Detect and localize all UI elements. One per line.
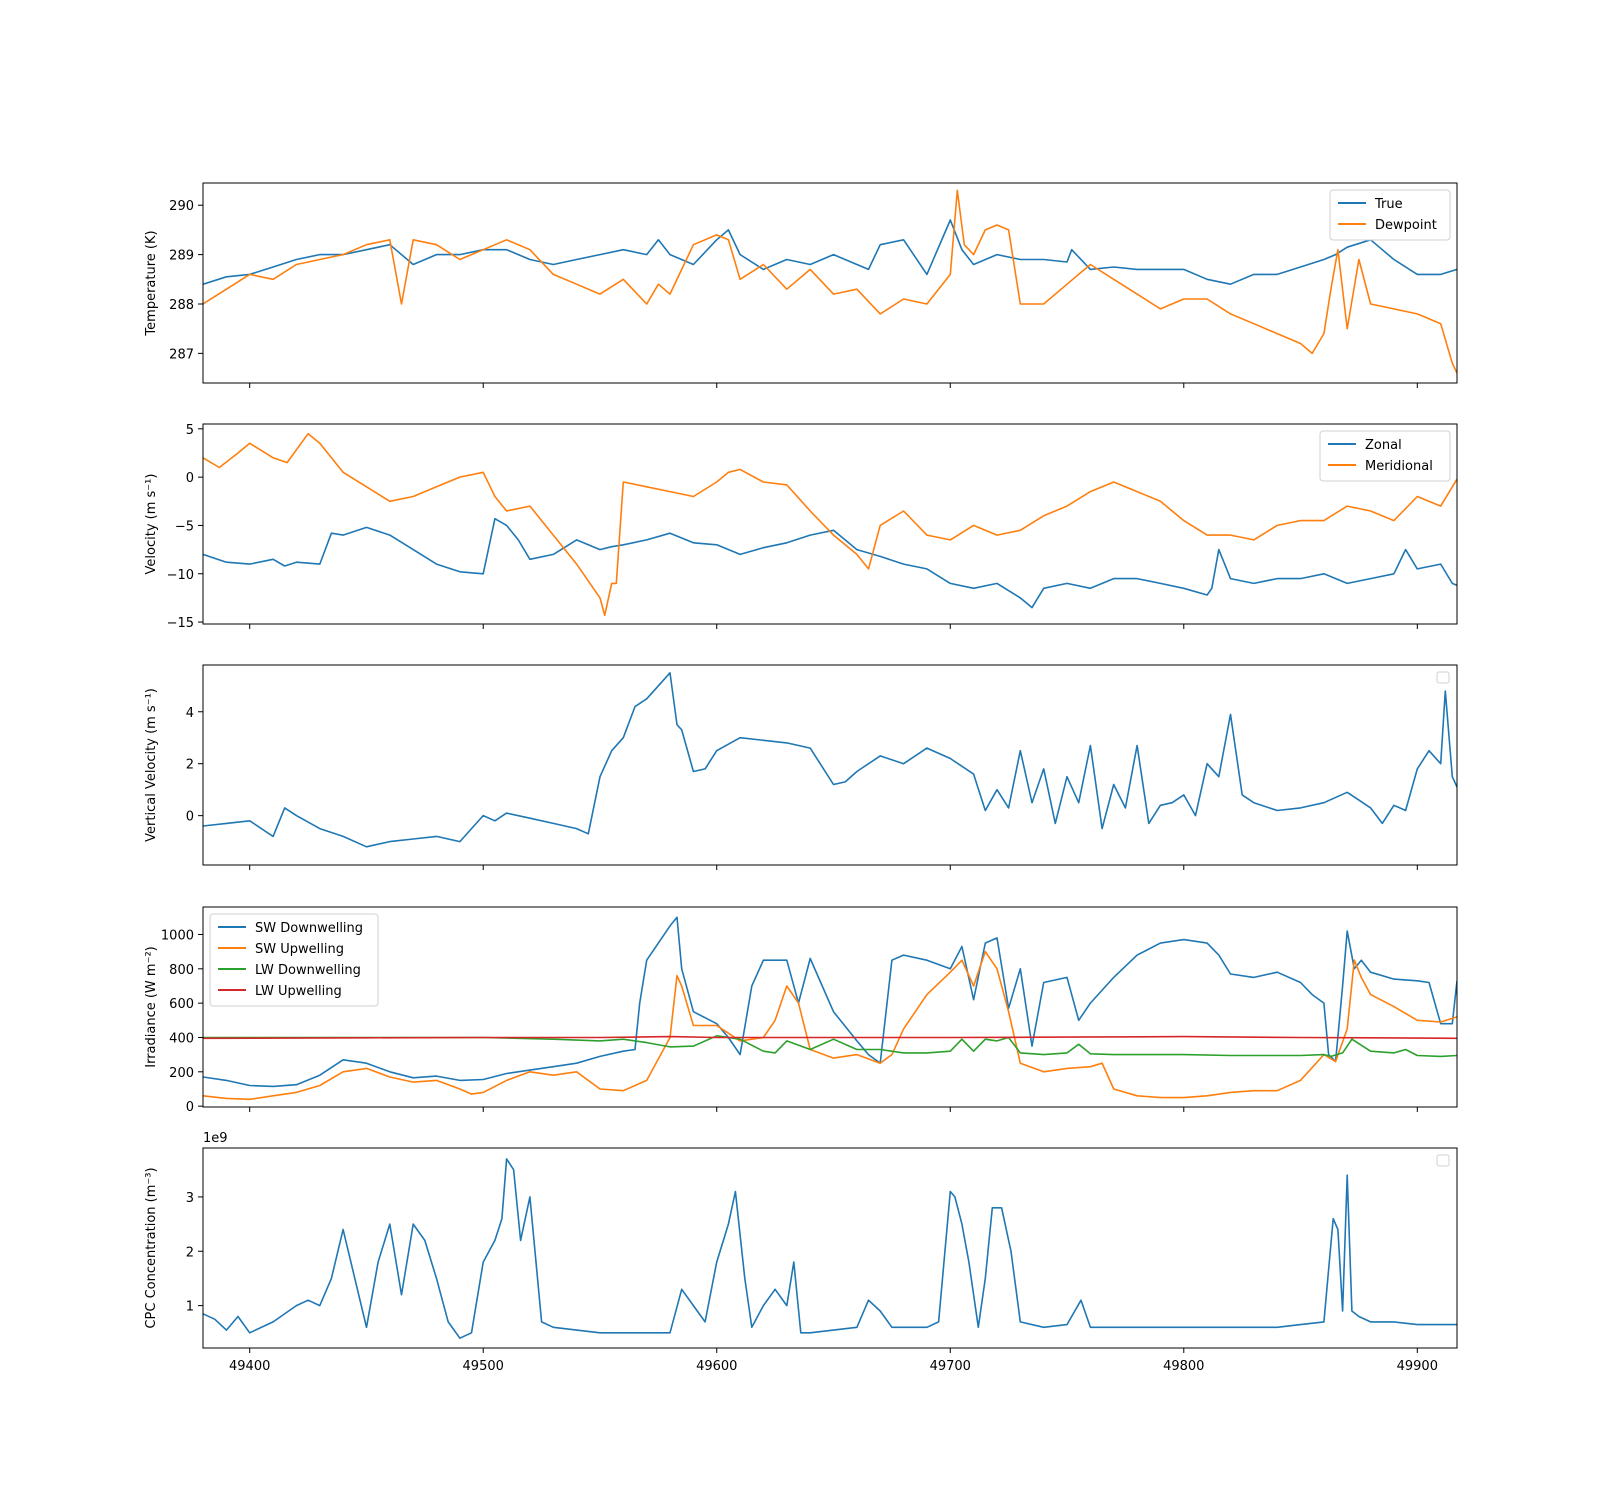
y-axis-label: CPC Concentration (m⁻³) — [144, 1167, 159, 1328]
legend-box — [209, 913, 379, 1007]
y-tick-label: 200 — [169, 1066, 194, 1081]
offset-text: 1e9 — [203, 1131, 228, 1146]
legend-box-empty — [1436, 1154, 1450, 1167]
series-line-zonal — [203, 517, 1457, 609]
y-tick-label: 2 — [186, 758, 194, 773]
x-tick-label: 49500 — [463, 1359, 504, 1374]
x-tick-label: 49400 — [229, 1359, 270, 1374]
y-tick-label: 2 — [186, 1245, 194, 1260]
legend-label: LW Upwelling — [255, 984, 342, 999]
y-axis-label: Irradiance (W m⁻²) — [144, 946, 159, 1067]
legend-label: Meridional — [1365, 459, 1433, 474]
subplot-2: −15 −10 −5 0 5 Velocity (m s⁻¹) Zonal Meridiona… — [144, 423, 1458, 631]
y-tick-label: 3 — [186, 1191, 194, 1206]
series-line-lw-downwelling — [203, 1035, 1457, 1058]
axes-frame — [202, 1147, 1458, 1349]
y-tick-label: 287 — [169, 347, 194, 362]
legend: True Dewpoint — [1329, 189, 1451, 241]
series-line-sw-upwelling — [203, 950, 1457, 1101]
series-line-meridional — [203, 432, 1457, 617]
y-tick-label: 600 — [169, 997, 194, 1012]
y-tick-label: 290 — [169, 199, 194, 214]
axes-frame — [202, 664, 1458, 866]
y-tick-label: 289 — [169, 249, 194, 264]
y-tick-label: 0 — [186, 1100, 194, 1115]
subplot-3: 0 2 4 Vertical Velocity (m s⁻¹) — [144, 664, 1458, 870]
subplot-1: 287 288 289 290 Temperature (K) True Dewpoint — [144, 182, 1458, 388]
y-tick-label: −15 — [167, 616, 194, 631]
y-axis-label: Velocity (m s⁻¹) — [144, 474, 159, 575]
y-tick-label: 288 — [169, 298, 194, 313]
subplot-5: 1 2 3 49400 49500 49600 49700 49800 49900 CPC Con… — [144, 1131, 1458, 1374]
x-tick-label: 49700 — [930, 1359, 971, 1374]
y-tick-label: 4 — [186, 706, 194, 721]
y-tick-label: −5 — [175, 519, 194, 534]
series-line-lw-upwelling — [203, 1035, 1457, 1040]
series-line-sw-downwelling — [203, 916, 1457, 1088]
legend: SW Downwelling SW Upwelling LW Downwelling… — [209, 913, 379, 1007]
legend-box-empty — [1436, 671, 1450, 684]
legend: Zonal Meridional — [1319, 430, 1451, 482]
axes-frame — [202, 182, 1458, 384]
y-tick-label: 0 — [186, 471, 194, 486]
x-tick-label: 49900 — [1397, 1359, 1438, 1374]
x-tick-label: 49600 — [696, 1359, 737, 1374]
axes-frame — [202, 423, 1458, 625]
y-tick-label: 5 — [186, 423, 194, 438]
series-line-data — [203, 1158, 1457, 1339]
y-tick-label: 0 — [186, 810, 194, 825]
legend-label: SW Downwelling — [255, 921, 363, 936]
x-tick-label: 49800 — [1163, 1359, 1204, 1374]
legend-label: LW Downwelling — [255, 963, 361, 978]
axes-frame — [202, 906, 1458, 1108]
legend-label: Dewpoint — [1375, 218, 1437, 233]
y-tick-label: −10 — [167, 568, 194, 583]
series-line-dewpoint — [203, 189, 1457, 374]
series-line-true — [203, 219, 1457, 286]
y-tick-label: 800 — [169, 963, 194, 978]
series-line-data — [203, 671, 1457, 848]
y-axis-label: Vertical Velocity (m s⁻¹) — [144, 688, 159, 842]
y-tick-label: 1 — [186, 1300, 194, 1315]
y-axis-label: Temperature (K) — [144, 230, 159, 336]
y-tick-label: 400 — [169, 1031, 194, 1046]
legend-label: True — [1374, 197, 1403, 212]
legend-label: SW Upwelling — [255, 942, 344, 957]
y-tick-label: 1000 — [161, 928, 194, 943]
legend-label: Zonal — [1365, 438, 1402, 453]
